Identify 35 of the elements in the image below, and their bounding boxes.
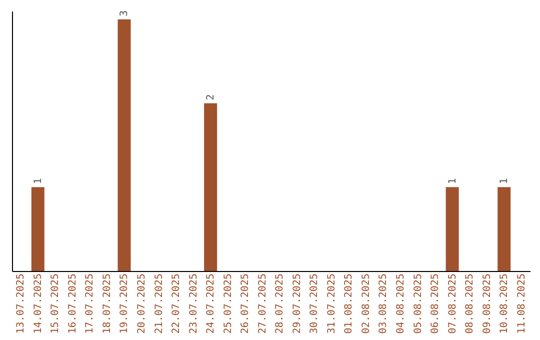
x-tick-label: 17.07.2025 [84,274,96,334]
data-label: 1 [499,178,510,184]
x-tick-label: 14.07.2025 [32,274,44,334]
x-tick-label: 04.08.2025 [396,274,406,334]
x-tick-label: 16.07.2025 [67,274,78,334]
x-tick-label: 22.07.2025 [171,274,182,334]
x-tick-label: 21.07.2025 [154,274,165,334]
data-label: 2 [206,94,217,100]
x-tick-label: 13.07.2025 [16,274,27,334]
x-tick-label: 05.08.2025 [412,274,424,334]
x-tick-label: 31.07.2025 [326,274,338,334]
x-tick-label: 15.07.2025 [50,274,62,334]
x-tick-label: 28.07.2025 [274,274,286,334]
x-tick-label: 07.08.2025 [447,274,458,334]
x-tick-label: 08.08.2025 [464,274,476,334]
x-tick-label: 26.07.2025 [240,274,252,334]
x-tick-label: 02.08.2025 [360,274,372,334]
x-tick-label: 20.07.2025 [136,274,148,334]
x-tick-label: 11.08.2025 [516,274,528,334]
data-label: 1 [32,178,44,184]
data-label: 1 [447,178,458,184]
x-tick-label: 19.07.2025 [119,274,130,334]
x-tick-label: 29.07.2025 [292,274,303,334]
x-tick-label: 09.08.2025 [482,274,493,334]
x-tick-label: 03.08.2025 [378,274,390,334]
x-tick-label: 10.08.2025 [499,274,510,334]
x-tick-label: 23.07.2025 [188,274,200,334]
x-tick-label: 06.08.2025 [430,274,442,334]
data-label: 3 [119,10,130,16]
x-tick-label: 01.08.2025 [344,274,355,334]
x-tick-label: 25.07.2025 [222,274,234,334]
x-tick-label: 18.07.2025 [102,274,113,334]
x-tick-label: 27.07.2025 [257,274,268,334]
x-tick-label: 30.07.2025 [309,274,320,334]
x-tick-label: 24.07.2025 [206,274,217,334]
